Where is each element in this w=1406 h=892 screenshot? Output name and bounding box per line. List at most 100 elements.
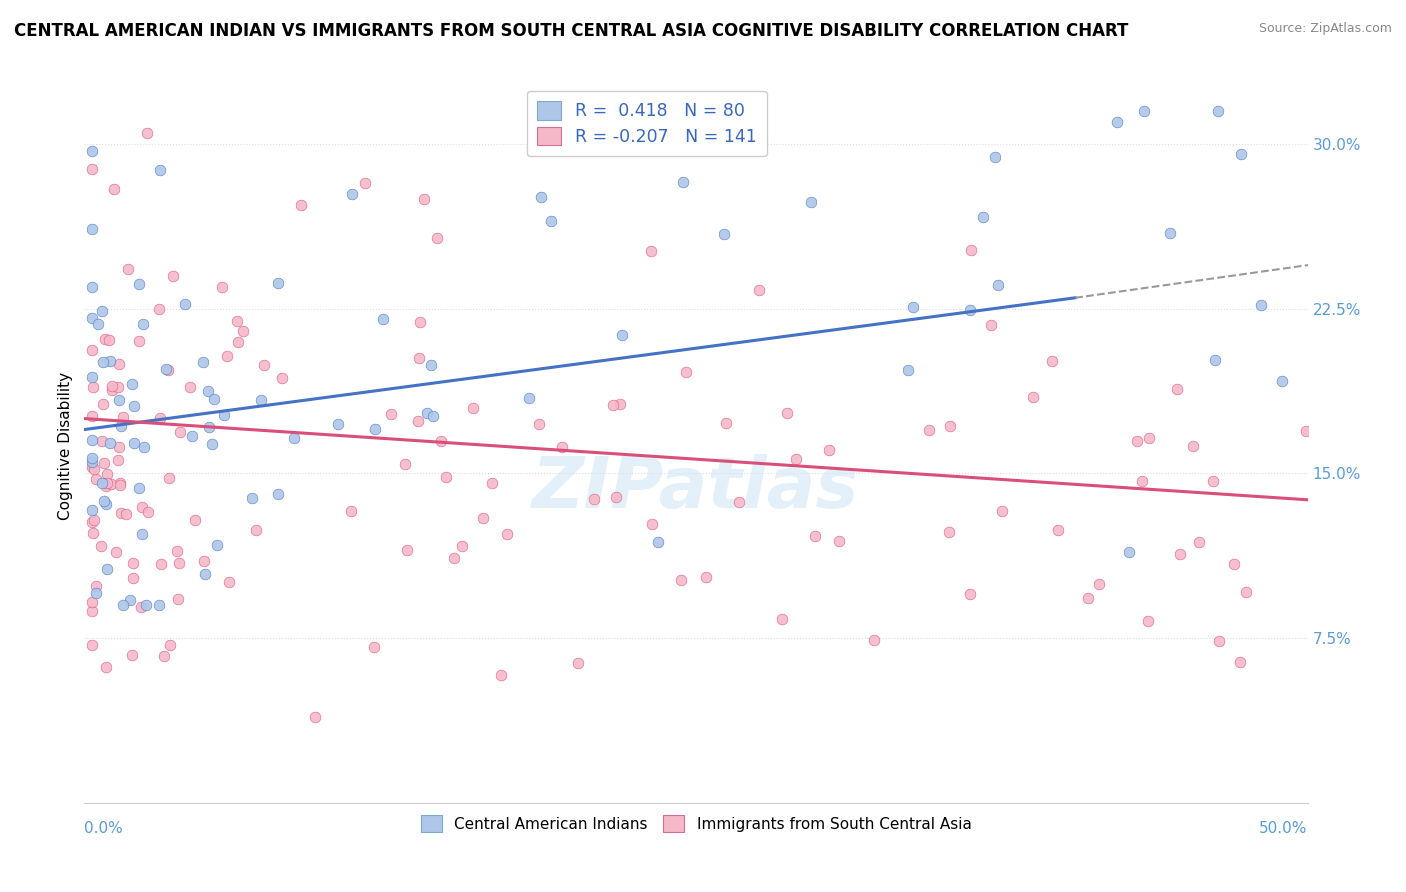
Point bbox=[253, 358, 276, 372]
Point bbox=[987, 277, 1010, 292]
Text: ZIPatlas: ZIPatlas bbox=[533, 454, 859, 524]
Point bbox=[380, 408, 402, 422]
Point bbox=[422, 409, 444, 423]
Point bbox=[80, 162, 103, 177]
Point bbox=[80, 595, 103, 609]
Point bbox=[136, 126, 159, 140]
Point bbox=[1223, 557, 1246, 571]
Point bbox=[770, 612, 793, 626]
Point bbox=[87, 318, 110, 332]
Point bbox=[96, 476, 118, 491]
Point bbox=[80, 144, 103, 158]
Point bbox=[93, 456, 115, 470]
Point bbox=[225, 314, 247, 328]
Point bbox=[218, 574, 240, 589]
Point bbox=[131, 527, 153, 541]
Point bbox=[80, 451, 103, 466]
Point bbox=[108, 357, 131, 371]
Point bbox=[1125, 434, 1147, 449]
Point bbox=[1295, 424, 1317, 438]
Point bbox=[107, 453, 129, 467]
Point bbox=[713, 227, 735, 241]
Point bbox=[451, 539, 474, 553]
Point bbox=[714, 417, 737, 431]
Point bbox=[184, 514, 207, 528]
Point bbox=[1206, 104, 1229, 119]
Point bbox=[98, 436, 121, 450]
Point bbox=[202, 392, 225, 407]
Point bbox=[675, 366, 697, 380]
Point bbox=[240, 491, 263, 505]
Point bbox=[117, 262, 139, 277]
Point bbox=[174, 297, 197, 311]
Point bbox=[1188, 535, 1211, 549]
Point bbox=[162, 269, 184, 284]
Point bbox=[153, 648, 176, 663]
Point bbox=[91, 397, 114, 411]
Point bbox=[540, 214, 562, 228]
Point bbox=[489, 668, 512, 682]
Point bbox=[159, 470, 181, 484]
Point bbox=[394, 457, 416, 471]
Point bbox=[1133, 104, 1156, 119]
Point bbox=[828, 533, 851, 548]
Point bbox=[110, 477, 132, 491]
Point bbox=[517, 392, 540, 406]
Point bbox=[1046, 524, 1069, 538]
Point bbox=[530, 190, 553, 204]
Point bbox=[647, 535, 669, 549]
Point bbox=[1040, 354, 1063, 368]
Point bbox=[1168, 547, 1191, 561]
Point bbox=[90, 304, 112, 318]
Point bbox=[1229, 146, 1251, 161]
Point bbox=[194, 567, 217, 582]
Point bbox=[640, 244, 662, 258]
Point bbox=[108, 441, 131, 455]
Point bbox=[529, 417, 551, 431]
Point bbox=[128, 334, 150, 349]
Point bbox=[98, 354, 121, 368]
Point bbox=[91, 434, 114, 448]
Point bbox=[1118, 545, 1140, 559]
Text: 50.0%: 50.0% bbox=[1260, 822, 1308, 837]
Point bbox=[179, 379, 201, 393]
Text: 0.0%: 0.0% bbox=[84, 822, 124, 837]
Point bbox=[157, 363, 180, 377]
Point bbox=[90, 475, 112, 490]
Point bbox=[112, 598, 135, 612]
Point bbox=[80, 460, 103, 475]
Point bbox=[80, 515, 103, 529]
Point bbox=[104, 545, 127, 559]
Point bbox=[267, 487, 290, 501]
Point bbox=[167, 592, 190, 607]
Point bbox=[863, 632, 886, 647]
Point bbox=[129, 600, 152, 615]
Point bbox=[602, 399, 624, 413]
Point bbox=[984, 150, 1007, 164]
Point bbox=[128, 277, 150, 291]
Point bbox=[166, 543, 188, 558]
Point bbox=[1182, 439, 1205, 453]
Point bbox=[959, 587, 981, 601]
Point bbox=[181, 428, 204, 442]
Point bbox=[605, 491, 627, 505]
Point bbox=[1022, 390, 1045, 404]
Point bbox=[80, 604, 103, 618]
Point bbox=[83, 462, 105, 476]
Point bbox=[197, 384, 219, 399]
Y-axis label: Cognitive Disability: Cognitive Disability bbox=[58, 372, 73, 520]
Point bbox=[82, 380, 104, 394]
Point bbox=[354, 177, 377, 191]
Point bbox=[980, 318, 1002, 333]
Point bbox=[110, 418, 132, 433]
Point bbox=[408, 351, 430, 365]
Point bbox=[96, 467, 118, 481]
Point bbox=[481, 476, 503, 491]
Legend: Central American Indians, Immigrants from South Central Asia: Central American Indians, Immigrants fro… bbox=[415, 809, 977, 838]
Point bbox=[103, 182, 125, 196]
Point bbox=[406, 414, 429, 428]
Point bbox=[205, 538, 228, 552]
Point bbox=[96, 562, 118, 576]
Point bbox=[326, 417, 349, 431]
Point bbox=[131, 500, 153, 515]
